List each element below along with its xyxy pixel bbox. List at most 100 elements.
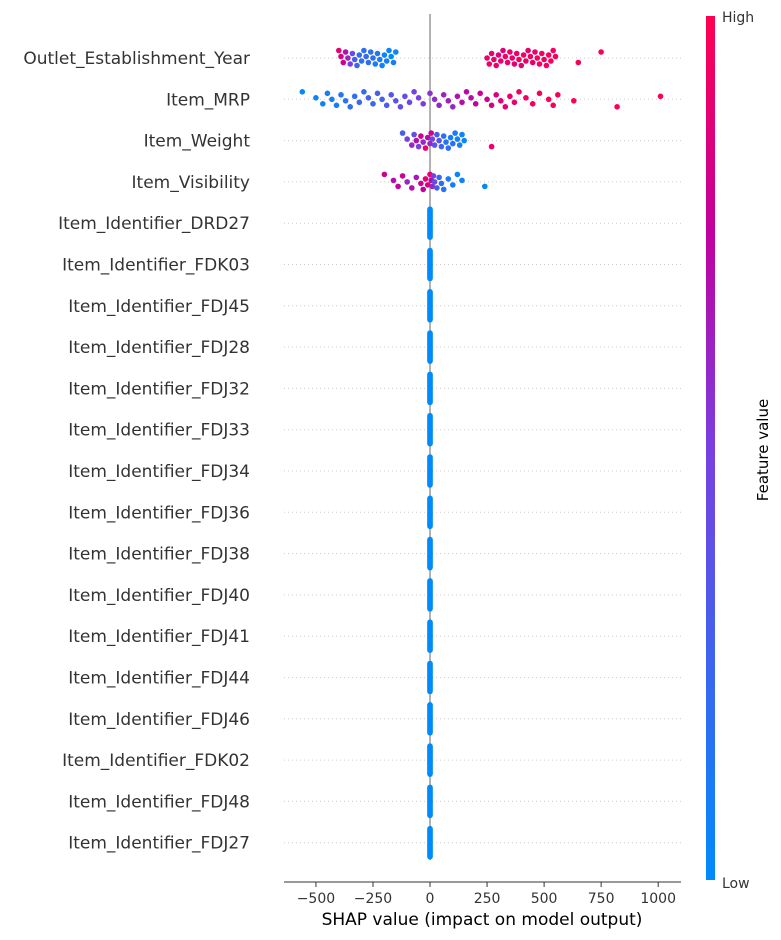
data-point <box>543 62 550 69</box>
feature-label: Item_Identifier_FDJ36 <box>68 503 250 523</box>
data-point <box>427 730 433 736</box>
data-point <box>381 171 388 178</box>
data-point <box>345 55 351 61</box>
data-point <box>488 50 495 57</box>
data-point <box>411 89 417 95</box>
data-point <box>420 139 427 145</box>
data-point <box>356 52 363 58</box>
data-point <box>463 89 470 95</box>
x-tick-label: −250 <box>354 891 392 907</box>
data-point <box>511 61 518 67</box>
data-point <box>333 102 340 109</box>
data-point <box>509 55 515 61</box>
data-point <box>393 49 399 55</box>
data-point <box>427 606 433 612</box>
data-point <box>511 99 518 106</box>
data-point <box>571 98 577 104</box>
feature-label: Item_Identifier_DRD27 <box>58 214 250 234</box>
data-point <box>440 92 447 98</box>
data-point <box>498 58 504 64</box>
data-point <box>513 50 520 57</box>
data-point <box>429 136 436 142</box>
x-axis-label: SHAP value (impact on model output) <box>322 910 643 930</box>
data-point <box>539 50 545 57</box>
data-point <box>338 92 344 98</box>
data-point <box>427 399 433 406</box>
feature-label: Item_Identifier_FDJ34 <box>68 462 250 482</box>
data-point <box>434 185 440 191</box>
data-point <box>324 90 331 97</box>
data-point <box>500 47 506 54</box>
data-point <box>529 101 536 107</box>
data-point <box>320 101 326 107</box>
data-point <box>422 176 429 182</box>
data-point <box>491 56 497 63</box>
data-point <box>484 55 490 61</box>
feature-label: Item_Identifier_FDJ45 <box>68 297 250 317</box>
data-point <box>548 58 554 64</box>
data-point <box>536 90 543 97</box>
data-point <box>329 96 335 103</box>
data-point <box>413 137 420 144</box>
data-point <box>422 145 429 151</box>
data-point <box>504 59 511 66</box>
data-point <box>507 93 513 100</box>
data-point <box>388 53 395 60</box>
data-point <box>520 52 527 58</box>
data-point <box>472 101 479 107</box>
data-point <box>541 56 547 63</box>
data-point <box>413 174 420 181</box>
feature-label: Item_Identifier_FDJ48 <box>68 792 250 812</box>
data-point <box>493 92 500 98</box>
data-point <box>397 104 404 110</box>
data-point <box>390 59 397 66</box>
data-point <box>440 186 447 193</box>
data-point <box>459 177 465 184</box>
data-point <box>440 133 447 139</box>
data-point <box>424 182 431 188</box>
feature-label: Item_Identifier_FDJ40 <box>68 586 250 606</box>
colorbar-title: Feature value <box>754 399 772 501</box>
data-point <box>351 56 358 63</box>
data-point <box>436 174 442 181</box>
data-point <box>438 143 445 150</box>
data-point <box>418 133 424 139</box>
data-point <box>363 53 369 60</box>
data-point <box>550 47 556 54</box>
data-point <box>390 177 397 184</box>
data-point <box>445 145 452 151</box>
data-point <box>418 180 424 187</box>
data-point <box>482 183 488 190</box>
feature-label: Item_Identifier_FDJ32 <box>68 379 250 399</box>
data-point <box>516 56 522 63</box>
data-point <box>347 104 354 110</box>
data-point <box>450 140 456 147</box>
x-tick-label: −500 <box>297 891 335 907</box>
data-point <box>383 102 390 109</box>
feature-label: Item_Identifier_FDJ38 <box>68 545 250 565</box>
data-point <box>443 139 449 145</box>
data-point <box>427 317 433 323</box>
data-point <box>409 142 415 148</box>
row-gridlines <box>284 57 681 844</box>
data-point <box>361 89 367 95</box>
data-point <box>488 143 495 150</box>
feature-label: Item_Identifier_FDK03 <box>62 256 250 276</box>
data-point <box>445 176 452 182</box>
data-point <box>431 96 438 103</box>
data-point <box>447 134 454 141</box>
data-point <box>404 179 411 185</box>
feature-labels: Outlet_Establishment_Year Item_MRP Item_We… <box>23 49 250 854</box>
data-point <box>427 523 433 530</box>
data-point <box>342 49 349 55</box>
data-point <box>525 47 531 54</box>
data-point <box>454 93 461 100</box>
data-point <box>383 58 390 64</box>
data-point <box>488 102 495 109</box>
feature-label: Item_MRP <box>166 90 250 110</box>
data-point <box>409 185 415 191</box>
data-point <box>527 53 534 60</box>
data-point <box>347 61 354 67</box>
data-point <box>575 59 582 66</box>
data-point <box>657 93 664 100</box>
